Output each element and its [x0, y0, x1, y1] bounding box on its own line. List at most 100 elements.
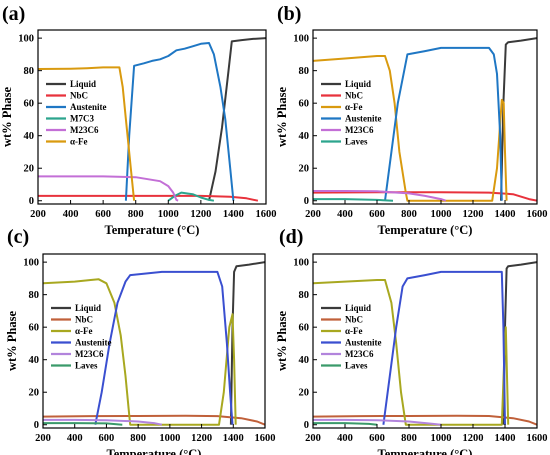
x-tick-label: 600 [369, 209, 385, 220]
panel-label: (d) [279, 226, 303, 248]
y-tick-label: 40 [299, 131, 310, 142]
legend-entry: Liquid [345, 79, 371, 89]
legend-entry: α-Fe [345, 102, 363, 112]
legend-entry: NbC [70, 91, 88, 101]
legend-entry: M7C3 [70, 114, 94, 124]
series-line [313, 55, 508, 202]
y-tick-label: 60 [299, 99, 310, 110]
y-tick-label: 80 [24, 66, 35, 77]
series-line [124, 42, 235, 201]
x-axis-title: Temperature (°C) [378, 447, 473, 455]
y-tick-label: 100 [293, 258, 309, 269]
series-line [313, 422, 378, 426]
legend-entry: M23C6 [75, 349, 104, 359]
y-tick-label: 0 [34, 420, 39, 431]
legend-entry: Liquid [70, 79, 96, 89]
chart-panel-3: (c) 200 400 600 800 1000 1200 1400 1600 0 20 40 60 80… [5, 226, 276, 455]
series-line [38, 66, 136, 201]
series-line [229, 261, 265, 425]
x-tick-label: 1600 [527, 433, 548, 444]
legend-entry: α-Fe [75, 326, 93, 336]
x-tick-label: 1200 [463, 433, 484, 444]
legend-entry: Laves [75, 361, 98, 371]
x-axis-title: Temperature (°C) [378, 223, 473, 237]
series-line [500, 37, 537, 201]
x-tick-label: 1200 [463, 209, 484, 220]
y-tick-label: 40 [24, 131, 35, 142]
x-tick-label: 1400 [223, 433, 244, 444]
legend-entry: Liquid [345, 303, 371, 313]
series-line [43, 422, 123, 426]
panel-label: (c) [7, 226, 29, 248]
legend-entry: Austenite [70, 102, 107, 112]
legend-entry: Austenite [75, 338, 112, 348]
x-tick-label: 1400 [495, 433, 516, 444]
chart-panel-2: (b) 200 400 600 800 1000 1200 1400 1600 0 20 40 60 80… [275, 3, 548, 237]
x-tick-label: 1000 [431, 433, 452, 444]
y-tick-label: 60 [29, 323, 40, 334]
x-tick-label: 1200 [190, 209, 211, 220]
x-tick-label: 400 [337, 209, 353, 220]
y-tick-label: 20 [24, 164, 35, 175]
legend-entry: α-Fe [345, 326, 363, 336]
y-axis-title: wt% Phase [275, 87, 289, 148]
series-line [43, 414, 265, 426]
y-tick-label: 100 [18, 34, 34, 45]
x-tick-label: 600 [369, 433, 385, 444]
series-line [38, 175, 179, 202]
x-tick-label: 200 [30, 209, 46, 220]
x-tick-label: 1600 [255, 433, 276, 444]
plot-frame [312, 253, 538, 429]
y-tick-label: 20 [299, 388, 310, 399]
series-line [313, 279, 510, 426]
x-tick-label: 600 [99, 433, 115, 444]
x-tick-label: 1000 [158, 209, 179, 220]
series-line [313, 190, 447, 202]
series-line [43, 278, 237, 426]
x-tick-label: 400 [337, 433, 353, 444]
y-tick-label: 20 [29, 388, 40, 399]
x-tick-label: 200 [35, 433, 51, 444]
x-tick-label: 800 [130, 433, 146, 444]
y-tick-label: 40 [29, 355, 40, 366]
y-tick-label: 60 [24, 99, 35, 110]
legend-entry: Laves [345, 361, 368, 371]
y-tick-label: 60 [299, 323, 310, 334]
legend-entry: M23C6 [345, 349, 374, 359]
series-line [38, 194, 259, 202]
x-tick-label: 400 [63, 209, 79, 220]
legend-entry: NbC [75, 315, 93, 325]
legend-entry: Laves [345, 137, 368, 147]
legend-entry: Austenite [345, 338, 382, 348]
x-tick-label: 1400 [223, 209, 244, 220]
series-group [313, 261, 537, 426]
x-tick-label: 1600 [527, 209, 548, 220]
legend-entry: M23C6 [70, 125, 99, 135]
series-line [208, 37, 266, 201]
x-tick-label: 400 [67, 433, 83, 444]
series-line [382, 270, 506, 425]
chart-panel-4: (d) 200 400 600 800 1000 1200 1400 1600 0 20 40 60 80… [275, 226, 548, 455]
y-tick-label: 0 [304, 420, 309, 431]
legend-entry: α-Fe [70, 137, 88, 147]
y-tick-label: 0 [304, 196, 309, 207]
x-tick-label: 1200 [191, 433, 212, 444]
y-tick-label: 100 [293, 34, 309, 45]
series-group [38, 37, 266, 202]
x-tick-label: 200 [305, 209, 321, 220]
y-axis-title: wt% Phase [275, 311, 289, 372]
y-tick-label: 80 [29, 290, 40, 301]
x-tick-label: 800 [128, 209, 144, 220]
y-tick-label: 0 [29, 196, 34, 207]
x-tick-label: 800 [401, 209, 417, 220]
x-tick-label: 1000 [431, 209, 452, 220]
x-axis-title: Temperature (°C) [107, 447, 202, 455]
legend-entry: Austenite [345, 114, 382, 124]
legend-entry: NbC [345, 315, 363, 325]
series-group [313, 37, 537, 202]
x-tick-label: 1000 [159, 433, 180, 444]
x-tick-label: 800 [401, 433, 417, 444]
